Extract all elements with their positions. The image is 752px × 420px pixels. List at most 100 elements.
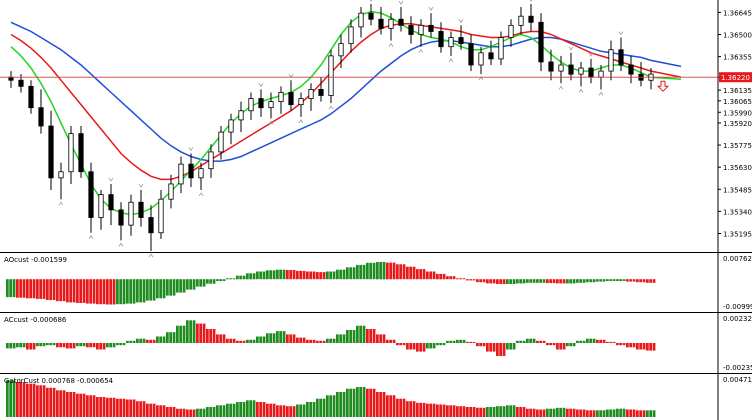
histogram-bar (439, 404, 443, 417)
candle[interactable] (248, 92, 254, 120)
candle[interactable] (148, 205, 154, 258)
candle[interactable] (388, 13, 394, 47)
histogram-bar (522, 279, 526, 284)
price-tick-label: 1.35775 (723, 142, 752, 150)
candle[interactable] (328, 49, 334, 110)
candle[interactable] (68, 126, 74, 184)
histogram-bar (536, 340, 539, 343)
candle[interactable] (608, 40, 614, 81)
candle-body (258, 98, 264, 109)
histogram-bar (316, 272, 319, 280)
candle[interactable] (588, 52, 594, 84)
candle[interactable] (448, 31, 454, 63)
candle[interactable] (348, 19, 354, 53)
candle[interactable] (208, 144, 214, 178)
gator-pane[interactable]: GatorCust 0.000768 -0.000654 0.004712 (4, 376, 752, 417)
candle-body (348, 26, 354, 45)
candle[interactable] (528, 0, 534, 32)
histogram-bar (22, 382, 26, 417)
candle[interactable] (378, 7, 384, 35)
histogram-bar (396, 264, 399, 280)
candle[interactable] (38, 89, 44, 134)
candle[interactable] (188, 147, 194, 187)
candle[interactable] (468, 34, 474, 72)
histogram-bar (19, 279, 23, 298)
candle[interactable] (438, 22, 444, 53)
candle[interactable] (538, 13, 544, 72)
histogram-bar (586, 410, 589, 417)
histogram-bar (142, 279, 146, 303)
candle[interactable] (618, 31, 624, 72)
candle[interactable] (158, 190, 164, 239)
candle[interactable] (398, 0, 404, 32)
histogram-bar (462, 339, 466, 343)
histogram-bar (182, 325, 186, 343)
histogram-bar (382, 334, 386, 343)
histogram-bar (322, 272, 326, 280)
histogram-bar (516, 340, 519, 343)
ao-pane[interactable]: AOcust -0.001599 0.007623 -0.009996 (4, 255, 752, 311)
candle[interactable] (598, 65, 604, 96)
candle[interactable] (508, 19, 514, 47)
candle[interactable] (268, 92, 274, 125)
histogram-bar (69, 392, 73, 417)
candle[interactable] (168, 174, 174, 209)
candle[interactable] (118, 202, 124, 247)
candle-body (78, 133, 84, 173)
candle[interactable] (518, 7, 524, 35)
candle[interactable] (498, 31, 504, 65)
candle[interactable] (108, 177, 114, 226)
candle[interactable] (78, 126, 84, 178)
candle[interactable] (258, 83, 264, 117)
histogram-bar (429, 271, 433, 280)
histogram-bar (446, 405, 449, 417)
candle[interactable] (548, 49, 554, 81)
candle[interactable] (98, 190, 104, 230)
candle[interactable] (8, 71, 14, 88)
candle[interactable] (578, 61, 584, 93)
candle[interactable] (568, 46, 574, 81)
candle[interactable] (308, 83, 314, 111)
histogram-bar (456, 406, 459, 417)
candle[interactable] (428, 6, 434, 38)
candle[interactable] (228, 113, 234, 145)
histogram-bar (119, 343, 123, 346)
histogram-bar (146, 403, 149, 417)
candle[interactable] (318, 77, 324, 102)
price-tick-label: 1.35340 (723, 208, 752, 216)
histogram-bar (36, 385, 39, 417)
candle[interactable] (478, 46, 484, 81)
candle[interactable] (408, 16, 414, 44)
candle[interactable] (638, 61, 644, 87)
candle[interactable] (278, 86, 284, 114)
candle-body (228, 119, 234, 133)
candle[interactable] (458, 19, 464, 50)
candle[interactable] (218, 126, 224, 160)
histogram-bar (349, 330, 353, 343)
candle[interactable] (138, 183, 144, 227)
histogram-bar (416, 402, 419, 417)
candle[interactable] (298, 92, 304, 124)
candle[interactable] (198, 162, 204, 197)
price-pane[interactable]: 1.36135 1.35990 1.36645 1.36500 1.36355 1.362… (0, 0, 752, 258)
candle[interactable] (88, 162, 94, 239)
candle[interactable] (128, 194, 134, 236)
candle[interactable] (58, 162, 64, 206)
candle-body (278, 92, 284, 102)
ac-pane[interactable]: ACcust -0.000686 0.002328 -0.002353 (4, 315, 752, 372)
candle[interactable] (48, 110, 54, 191)
candle[interactable] (28, 80, 34, 114)
indicator-bottom-value: -0.009996 (723, 303, 752, 311)
histogram-bar (512, 279, 516, 284)
candle[interactable] (178, 156, 184, 194)
candle[interactable] (628, 55, 634, 84)
candle[interactable] (558, 55, 564, 90)
candle[interactable] (488, 40, 494, 65)
candle[interactable] (368, 0, 374, 26)
candle[interactable] (358, 7, 364, 38)
candle[interactable] (288, 74, 294, 111)
candle[interactable] (238, 101, 244, 133)
candle[interactable] (418, 19, 424, 53)
candle[interactable] (338, 34, 344, 69)
